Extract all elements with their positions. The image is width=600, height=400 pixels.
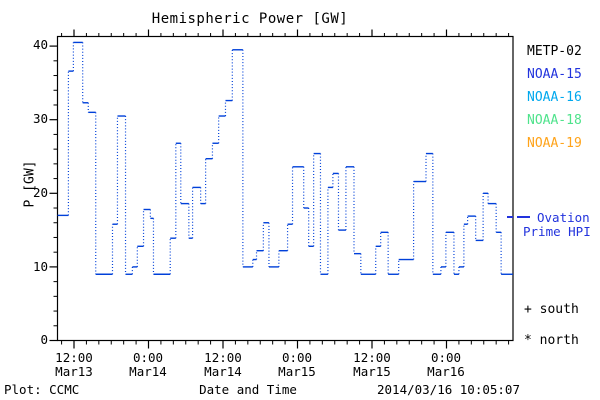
x-tick-time: 0:00 (430, 350, 462, 365)
south-marker-legend: + south (524, 302, 579, 317)
x-tick-date: Mar15 (278, 364, 316, 379)
x-tick-label: 12:00 Mar13 (42, 351, 106, 379)
x-tick-date: Mar16 (427, 364, 465, 379)
y-tick-label-30: 30 (32, 111, 48, 126)
legend-item-noaa16: NOAA-16 (527, 90, 582, 105)
legend-item-noaa15: NOAA-15 (527, 67, 582, 82)
x-tick-time: 12:00 (55, 350, 93, 365)
legend-item-metp02: METP-02 (527, 44, 582, 59)
x-tick-date: Mar15 (353, 364, 391, 379)
x-tick-date: Mar13 (55, 364, 93, 379)
y-axis-label: P [GW] (22, 160, 38, 208)
plot-timestamp: 2014/03/16 10:05:07 (377, 382, 520, 397)
axis-ticks (49, 29, 510, 349)
ovation-line-sample-dash (517, 216, 530, 218)
legend: METP-02 NOAA-15 NOAA-16 NOAA-18 NOAA-19 (527, 44, 599, 151)
y-tick-label-20: 20 (32, 185, 48, 200)
x-tick-label: 0:00 Mar15 (265, 351, 329, 379)
x-tick-label: 0:00 Mar16 (414, 351, 478, 379)
x-tick-label: 12:00 Mar14 (191, 351, 255, 379)
ovation-label-line2: Prime HPI (523, 224, 591, 239)
ovation-line-sample-dash (507, 216, 513, 218)
x-tick-label: 12:00 Mar15 (340, 351, 404, 379)
legend-item-noaa19: NOAA-19 (527, 136, 582, 151)
y-tick-label-40: 40 (32, 37, 48, 52)
x-tick-time: 12:00 (353, 350, 391, 365)
plot-frame (56, 35, 514, 342)
x-tick-time: 0:00 (132, 350, 164, 365)
y-tick-label-10: 10 (32, 259, 48, 274)
x-axis-label: Date and Time (199, 382, 297, 397)
x-tick-date: Mar14 (129, 364, 167, 379)
chart-title: Hemispheric Power [GW] (151, 11, 349, 27)
x-tick-time: 0:00 (281, 350, 313, 365)
y-tick-label-0: 0 (40, 332, 48, 347)
x-tick-date: Mar14 (204, 364, 242, 379)
x-tick-time: 12:00 (204, 350, 242, 365)
north-marker-legend: * north (524, 333, 579, 348)
x-tick-label: 0:00 Mar14 (116, 351, 180, 379)
ovation-label-line1: Ovation (537, 210, 590, 225)
legend-item-noaa18: NOAA-18 (527, 113, 582, 128)
plot-credit: Plot: CCMC (4, 382, 80, 397)
hpi-step-line (57, 41, 513, 275)
